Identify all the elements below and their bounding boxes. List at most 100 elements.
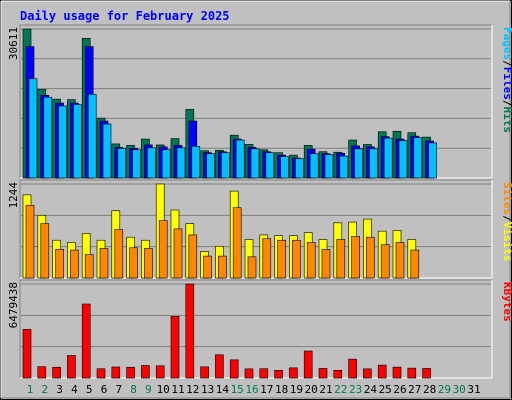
bar-pages-day-7 (117, 148, 127, 179)
x-tick-label: 14 (216, 383, 230, 396)
y-max-label: 6479438 (7, 282, 20, 328)
bar-kbytes-day-16 (244, 368, 254, 379)
x-tick-label: 5 (86, 383, 93, 396)
legend-entry: Hits (501, 107, 512, 134)
bar-kbytes-day-20 (303, 350, 313, 379)
bar-sites-day-3 (55, 248, 64, 279)
bar-pages-day-27 (413, 137, 423, 179)
bar-pages-day-2 (43, 96, 53, 179)
bar-kbytes-day-4 (67, 355, 76, 379)
x-tick-label: 27 (408, 383, 421, 396)
bar-sites-day-21 (321, 248, 331, 279)
x-tick-label: 19 (290, 383, 303, 396)
x-tick-label: 11 (171, 383, 184, 396)
bar-sites-day-14 (218, 255, 227, 279)
x-tick-label: 4 (71, 383, 78, 396)
series-pages (28, 78, 437, 179)
bar-sites-day-7 (114, 229, 124, 279)
bar-sites-day-13 (203, 255, 212, 279)
x-tick-label: 23 (349, 383, 362, 396)
bar-kbytes-day-27 (407, 367, 417, 379)
legend-entry: KBytes (501, 282, 512, 322)
x-tick-label: 21 (319, 383, 332, 396)
bar-pages-day-10 (161, 149, 171, 179)
bar-pages-day-18 (280, 156, 289, 179)
bar-kbytes-day-28 (422, 368, 431, 379)
bar-sites-day-25 (380, 244, 390, 279)
bar-kbytes-day-10 (155, 365, 165, 379)
bar-pages-day-25 (383, 137, 393, 179)
y-max-label: 1244 (7, 182, 20, 209)
bar-sites-day-5 (84, 254, 94, 279)
bar-pages-day-13 (206, 153, 215, 179)
bar-kbytes-day-19 (289, 367, 298, 379)
bar-pages-day-5 (87, 93, 97, 179)
legend-kbytes: KBytes (501, 282, 512, 322)
bar-kbytes-day-15 (229, 359, 239, 379)
bar-kbytes-day-8 (126, 366, 135, 379)
x-tick-label: 24 (364, 383, 378, 396)
x-tick-label: 28 (423, 383, 436, 396)
x-tick-label: 3 (56, 383, 63, 396)
bar-kbytes-day-21 (318, 368, 328, 379)
bar-sites-day-6 (99, 248, 109, 279)
bar-kbytes-day-22 (333, 370, 343, 379)
bar-sites-day-2 (40, 223, 50, 279)
legend-entry: / (501, 215, 512, 222)
x-tick-label: 13 (201, 383, 214, 396)
legend-entry: / (501, 60, 512, 67)
legend-visits-sites: Sites/Visits (501, 182, 512, 262)
x-tick-label: 12 (186, 383, 199, 396)
bar-pages-day-21 (324, 154, 334, 179)
bar-sites-day-20 (306, 242, 316, 279)
legend-entry: / (501, 100, 512, 107)
bar-kbytes-day-3 (52, 366, 61, 379)
bar-pages-day-6 (102, 123, 112, 179)
bar-kbytes-day-7 (111, 366, 121, 379)
bar-kbytes-day-12 (185, 283, 195, 379)
bar-pages-day-19 (295, 158, 304, 179)
x-tick-label: 18 (275, 383, 288, 396)
bar-pages-day-14 (221, 152, 230, 179)
bar-kbytes-day-14 (215, 354, 224, 379)
panel-kbytes: 6479438 KBytes (7, 279, 512, 379)
bar-sites-day-11 (173, 228, 183, 279)
x-tick-label: 16 (245, 383, 258, 396)
series-sites (25, 205, 420, 279)
x-axis-labels: 1 2 3 4 5 6 7 8 9 10 11 12 13 14 15 16 17 18 19 20 21 22 23 24 2… (27, 383, 481, 396)
bar-pages-day-26 (398, 140, 408, 179)
bar-kbytes-day-26 (392, 366, 402, 379)
bar-pages-day-9 (147, 147, 156, 179)
x-tick-label: 30 (453, 383, 466, 396)
bar-pages-day-3 (58, 105, 67, 179)
series-kbytes (22, 283, 431, 379)
bar-kbytes-day-1 (22, 329, 32, 379)
x-tick-label: 31 (467, 383, 480, 396)
bar-pages-day-17 (265, 152, 275, 179)
bar-kbytes-day-2 (37, 366, 47, 379)
x-tick-label: 2 (41, 383, 48, 396)
legend-entry: Sites (501, 182, 512, 215)
x-tick-label: 8 (130, 383, 137, 396)
plot-area (20, 280, 492, 378)
bar-kbytes-day-24 (363, 368, 372, 379)
x-tick-label: 7 (115, 383, 122, 396)
bar-kbytes-day-9 (141, 365, 150, 379)
bar-kbytes-day-5 (81, 303, 91, 379)
legend-entry: Visits (501, 222, 512, 262)
y-max-label: 30611 (7, 27, 20, 60)
bar-kbytes-day-25 (377, 364, 387, 379)
x-tick-label: 17 (260, 383, 273, 396)
bar-sites-day-12 (188, 234, 198, 279)
x-tick-label: 9 (145, 383, 152, 396)
legend-entry: Pages (501, 27, 512, 60)
bar-kbytes-day-13 (200, 366, 209, 379)
bar-pages-day-28 (428, 142, 437, 179)
bar-sites-day-26 (395, 242, 405, 279)
bar-pages-day-12 (191, 146, 201, 179)
bar-sites-day-17 (262, 238, 272, 279)
bar-sites-day-19 (292, 239, 301, 279)
bar-pages-day-24 (369, 148, 378, 179)
